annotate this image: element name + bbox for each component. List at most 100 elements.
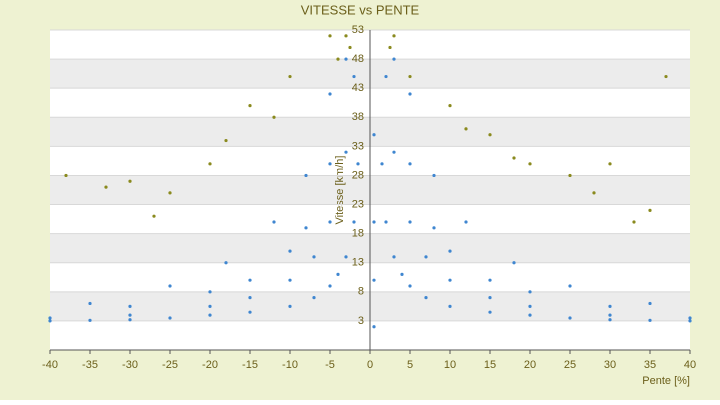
point: [408, 92, 412, 96]
point: [568, 284, 572, 288]
x-tick-label: -30: [122, 359, 138, 371]
point: [424, 255, 428, 259]
point: [528, 162, 532, 166]
y-tick-label: 28: [352, 169, 364, 181]
point: [328, 92, 332, 96]
y-tick-label: 38: [352, 111, 364, 123]
x-tick-label: 5: [407, 359, 413, 371]
point: [448, 104, 452, 108]
point: [312, 255, 316, 259]
point: [208, 290, 212, 294]
point: [272, 220, 276, 224]
x-tick-label: -20: [202, 359, 218, 371]
y-tick-label: 3: [358, 315, 364, 327]
point: [528, 290, 532, 294]
point: [328, 220, 332, 224]
point: [104, 185, 108, 189]
point: [648, 318, 652, 322]
point: [128, 304, 132, 308]
x-tick-label: -35: [82, 359, 98, 371]
y-tick-label: 43: [352, 82, 364, 94]
point: [448, 278, 452, 282]
point: [208, 313, 212, 317]
point: [384, 74, 388, 79]
point: [372, 278, 376, 282]
point: [488, 296, 492, 300]
point: [336, 57, 340, 61]
x-tick-label: 35: [644, 359, 656, 371]
point: [608, 318, 612, 322]
point: [432, 226, 436, 230]
point: [408, 162, 412, 166]
point: [288, 304, 292, 308]
point: [288, 278, 292, 282]
point: [372, 325, 376, 329]
x-tick-label: 25: [564, 359, 576, 371]
point: [352, 74, 356, 79]
point: [272, 115, 276, 119]
point: [664, 74, 668, 79]
point: [352, 220, 356, 224]
point: [356, 162, 360, 166]
point: [88, 301, 92, 306]
point: [400, 272, 404, 276]
point: [648, 208, 652, 212]
point: [64, 173, 68, 178]
point: [432, 173, 436, 178]
point: [288, 249, 292, 253]
point: [488, 310, 492, 314]
point: [608, 304, 612, 308]
point: [372, 133, 376, 137]
point: [248, 310, 252, 314]
y-tick-label: 33: [352, 140, 364, 152]
point: [424, 296, 428, 300]
y-axis-label: Vitesse [km/h]: [334, 156, 346, 225]
point: [168, 316, 172, 320]
point: [608, 313, 612, 317]
point: [512, 156, 516, 160]
point: [568, 173, 572, 178]
point: [248, 278, 252, 282]
point: [328, 34, 332, 38]
point: [488, 278, 492, 282]
chart-title: VITESSE vs PENTE: [301, 2, 420, 17]
x-tick-label: 10: [444, 359, 456, 371]
point: [328, 284, 332, 288]
x-tick-label: -10: [282, 359, 298, 371]
point: [312, 296, 316, 300]
y-tick-label: 18: [352, 228, 364, 240]
point: [336, 272, 340, 276]
x-tick-label: 0: [367, 359, 373, 371]
x-tick-label: -15: [242, 359, 258, 371]
point: [208, 162, 212, 166]
point: [592, 191, 596, 195]
x-tick-label: 20: [524, 359, 536, 371]
point: [448, 304, 452, 308]
point: [304, 226, 308, 230]
point: [328, 162, 332, 166]
point: [304, 173, 308, 178]
point: [224, 138, 228, 143]
x-tick-label: -25: [162, 359, 178, 371]
point: [88, 318, 92, 322]
point: [344, 255, 348, 259]
point: [408, 284, 412, 288]
y-tick-label: 53: [352, 24, 364, 36]
point: [688, 316, 692, 320]
point: [48, 319, 52, 323]
point: [608, 162, 612, 166]
point: [528, 313, 532, 317]
point: [288, 74, 292, 79]
point: [568, 316, 572, 320]
point: [380, 162, 384, 166]
y-tick-label: 23: [352, 198, 364, 210]
point: [488, 133, 492, 137]
y-tick-label: 48: [352, 53, 364, 65]
point: [392, 150, 396, 154]
point: [152, 214, 156, 218]
point: [408, 220, 412, 224]
x-axis-label: Pente [%]: [642, 375, 690, 387]
point: [168, 191, 172, 195]
